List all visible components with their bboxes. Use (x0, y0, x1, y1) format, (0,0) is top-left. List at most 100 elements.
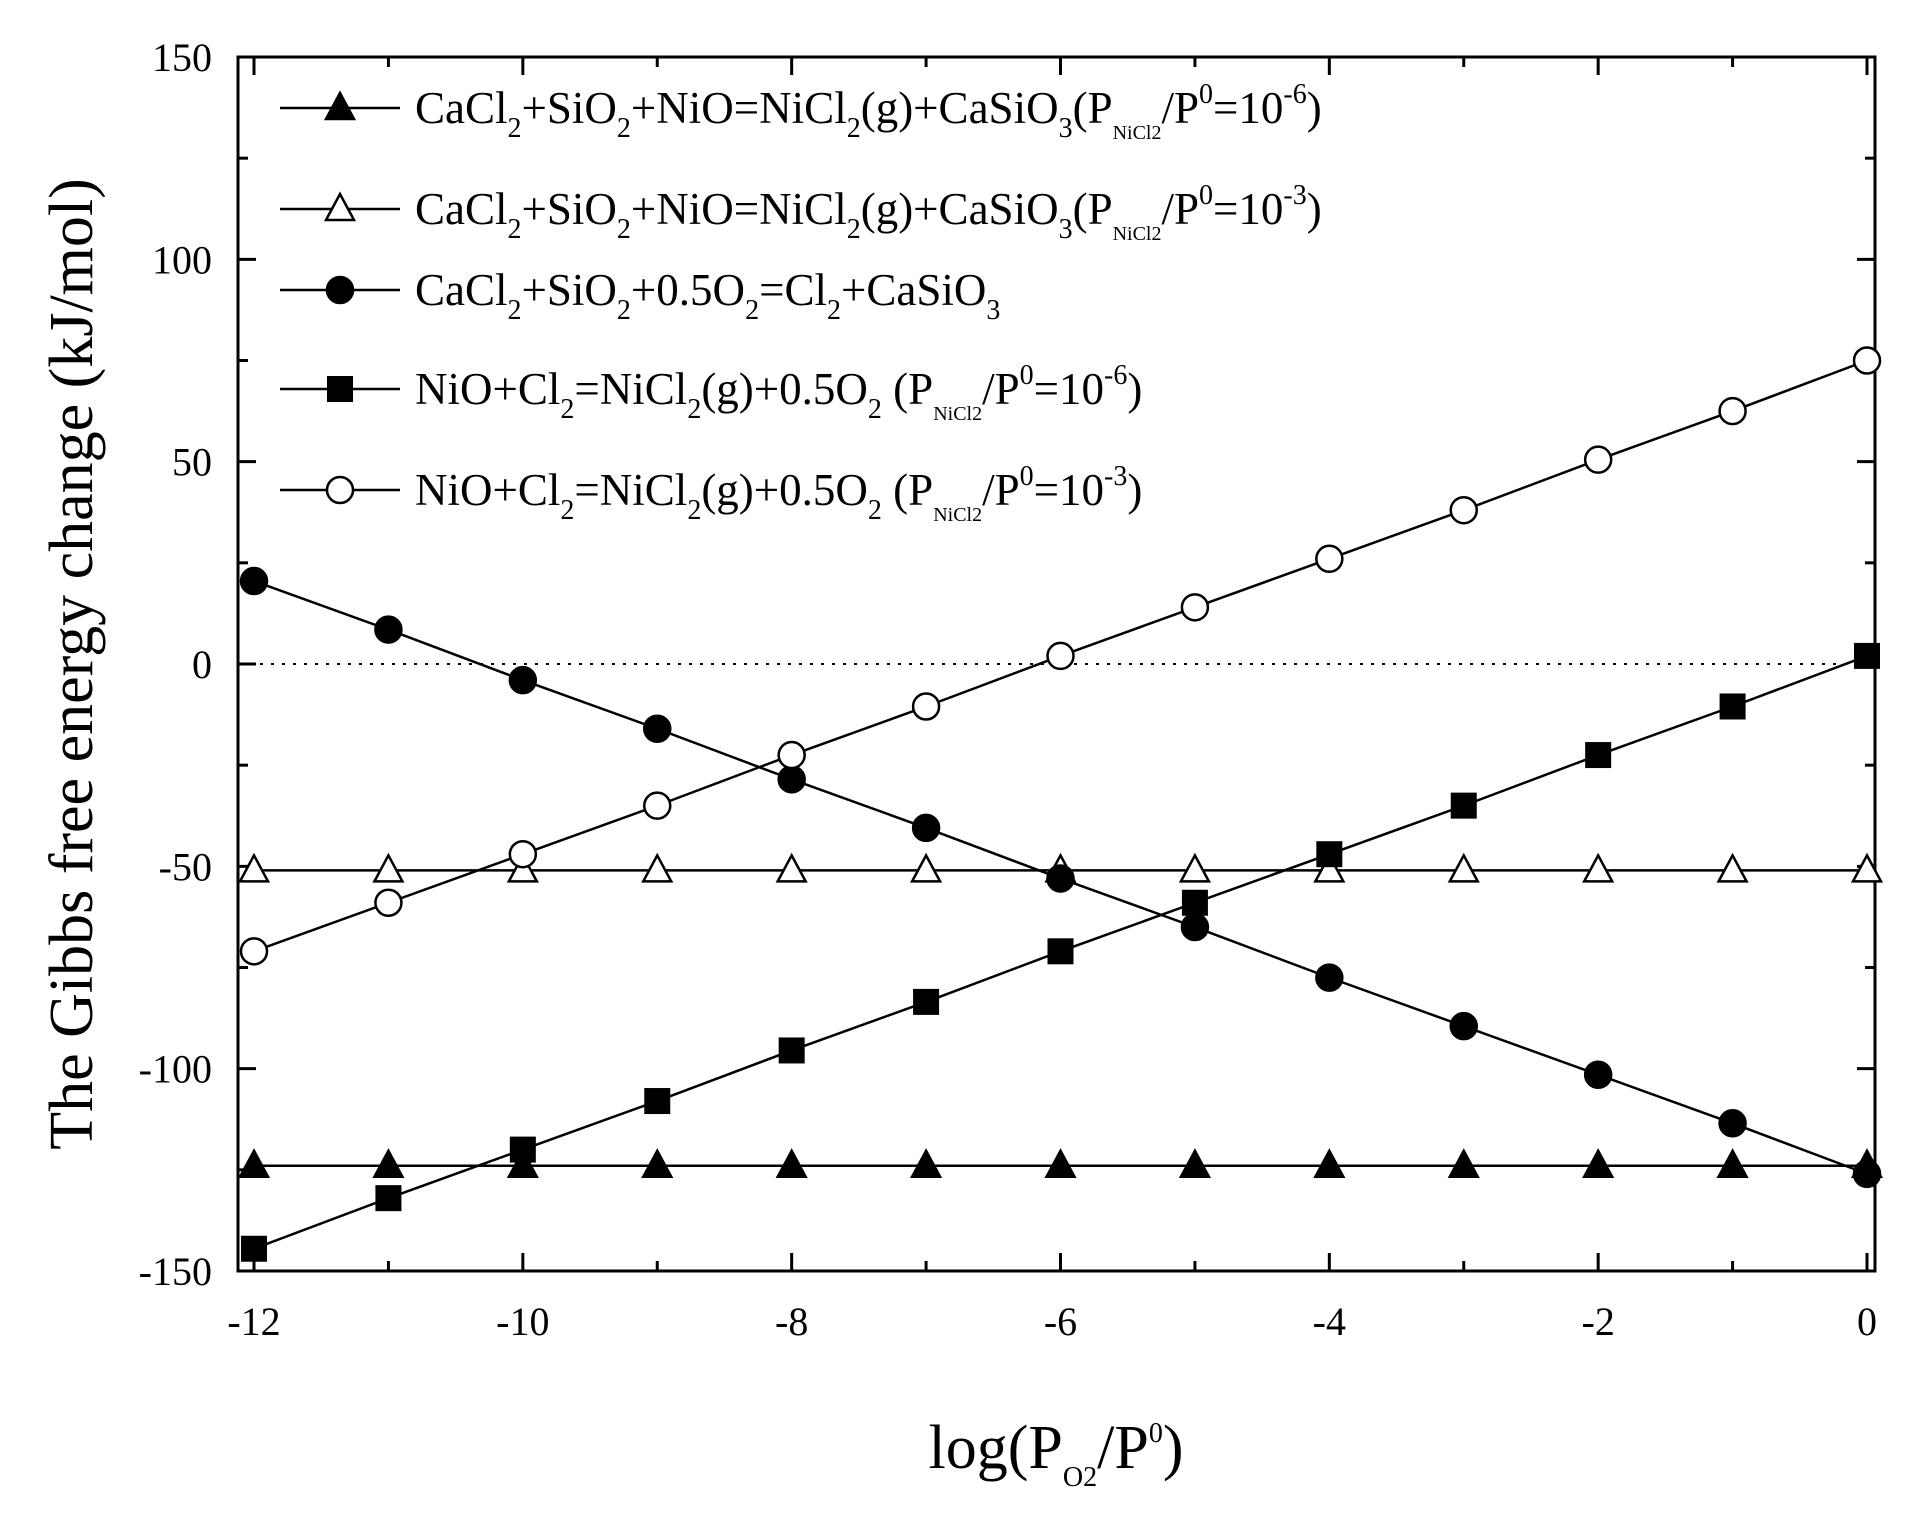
subscript: 2 (560, 495, 574, 526)
data-point-series-1 (1178, 1148, 1212, 1179)
data-point-series-5 (508, 839, 538, 869)
legend-text-part: (P (1073, 184, 1113, 234)
data-point-series-3 (374, 615, 403, 644)
y-tick-label: 50 (172, 440, 212, 485)
data-point-series-1 (237, 1148, 271, 1179)
data-point-series-2 (1582, 852, 1615, 883)
subscript: NiCl2 (1113, 122, 1162, 144)
x-tick-label: -2 (1582, 1299, 1615, 1344)
subscript: 2 (560, 394, 574, 425)
x-tick-label: -12 (227, 1299, 280, 1344)
data-point-series-1 (775, 1148, 808, 1179)
data-point-series-3 (643, 714, 672, 743)
data-point-series-1 (909, 1148, 943, 1179)
data-point-series-1 (1447, 1148, 1480, 1179)
data-point-series-2 (237, 852, 271, 883)
data-point-series-3 (1718, 1109, 1747, 1138)
data-point-series-5 (1852, 346, 1882, 375)
legend-text-part: +SiO (522, 265, 617, 315)
legend-text-part: (P (882, 465, 933, 515)
subscript: 2 (617, 214, 631, 245)
data-point-series-3 (508, 665, 538, 695)
legend-text-part: +0.5O (631, 265, 745, 315)
superscript: -3 (1104, 461, 1127, 492)
legend-text-part: +NiO=NiCl (631, 83, 847, 133)
subscript: 2 (868, 394, 882, 425)
data-point-series-4 (1316, 841, 1343, 868)
data-point-series-3 (1852, 1159, 1882, 1189)
data-point-series-1 (641, 1148, 674, 1179)
legend-text-part: ) (1307, 184, 1322, 234)
data-point-series-2 (909, 852, 943, 883)
subscript: 2 (868, 495, 882, 526)
data-point-series-2 (641, 852, 674, 883)
data-point-series-5 (643, 791, 672, 820)
data-point-series-2 (1178, 852, 1212, 883)
y-axis-title: The Gibbs free energy change (kJ/mol) (38, 178, 106, 1150)
subscript: 2 (687, 394, 701, 425)
legend-text-part: =10 (1034, 364, 1104, 414)
legend-text-part: (P (882, 364, 933, 414)
y-tick-label: 100 (152, 237, 212, 282)
x-title-part: log(P (929, 1414, 1063, 1482)
legend-marker (325, 475, 355, 505)
y-tick-label: 0 (192, 642, 212, 687)
legend-entry: CaCl2+SiO2+NiO=NiCl2(g)+CaSiO3(PNiCl2/P0… (415, 180, 1322, 245)
superscript: 0 (1020, 461, 1034, 492)
data-point-series-5 (1180, 593, 1210, 622)
legend-text-part: (P (1073, 83, 1113, 133)
legend-text-part: CaCl (415, 83, 508, 133)
legend-entry: CaCl2+SiO2+NiO=NiCl2(g)+CaSiO3(PNiCl2/P0… (415, 79, 1322, 144)
data-point-series-4 (241, 1235, 267, 1262)
subscript: 2 (687, 495, 701, 526)
subscript: NiCl2 (933, 504, 982, 526)
subscript: NiCl2 (1113, 223, 1162, 245)
legend-text-part: CaCl (415, 184, 508, 234)
data-point-series-1 (372, 1148, 405, 1179)
data-point-series-1 (1044, 1148, 1077, 1179)
data-point-series-3 (777, 765, 806, 794)
data-point-series-1 (1582, 1148, 1615, 1179)
x-title-part: ) (1163, 1414, 1184, 1482)
legend-text-part: (g)+CaSiO (861, 184, 1059, 234)
legend-marker (323, 90, 357, 121)
data-point-series-5 (1583, 445, 1613, 474)
superscript: 0 (1199, 180, 1213, 211)
legend: CaCl2+SiO2+NiO=NiCl2(g)+CaSiO3(PNiCl2/P0… (280, 79, 1322, 526)
subscript: 2 (617, 295, 631, 326)
x-tick-label: -4 (1313, 1299, 1346, 1344)
legend-marker (327, 376, 353, 402)
data-point-series-1 (1716, 1148, 1749, 1179)
data-point-series-2 (775, 852, 808, 883)
data-point-series-2 (1850, 852, 1884, 883)
y-tick-label: -50 (159, 844, 212, 889)
data-point-series-5 (239, 937, 269, 966)
superscript: -6 (1283, 79, 1306, 110)
legend-entry: CaCl2+SiO2+0.5O2=Cl2+CaSiO3 (415, 265, 1000, 326)
legend-marker (325, 275, 355, 305)
data-point-series-4 (1719, 693, 1746, 720)
x-tick-label: 0 (1857, 1299, 1877, 1344)
legend-text-part: (g)+CaSiO (861, 83, 1059, 133)
superscript: -6 (1104, 360, 1127, 391)
data-point-series-4 (913, 988, 940, 1015)
superscript: 0 (1020, 360, 1034, 391)
data-point-series-3 (911, 813, 941, 843)
subscript: 3 (1059, 113, 1073, 144)
data-point-series-4 (1450, 792, 1477, 819)
x-tick-label: -10 (496, 1299, 549, 1344)
data-point-series-5 (374, 888, 403, 918)
legend-text-part: +NiO=NiCl (631, 184, 847, 234)
data-point-series-4 (1181, 889, 1208, 916)
legend-text-part: =NiCl (574, 364, 687, 414)
subscript: 2 (508, 113, 522, 144)
data-point-series-1 (1313, 1148, 1346, 1179)
legend-text-part: +SiO (522, 83, 617, 133)
tick-labels: -12 -10 -8 -6 -4 -2 0 -150 -100 -50 0 50 100 150 (139, 35, 1877, 1344)
data-point-series-3 (239, 566, 269, 596)
superscript: -3 (1283, 180, 1306, 211)
x-tick-label: -6 (1044, 1299, 1077, 1344)
data-point-series-4 (1585, 742, 1612, 769)
subscript: 3 (1059, 214, 1073, 245)
